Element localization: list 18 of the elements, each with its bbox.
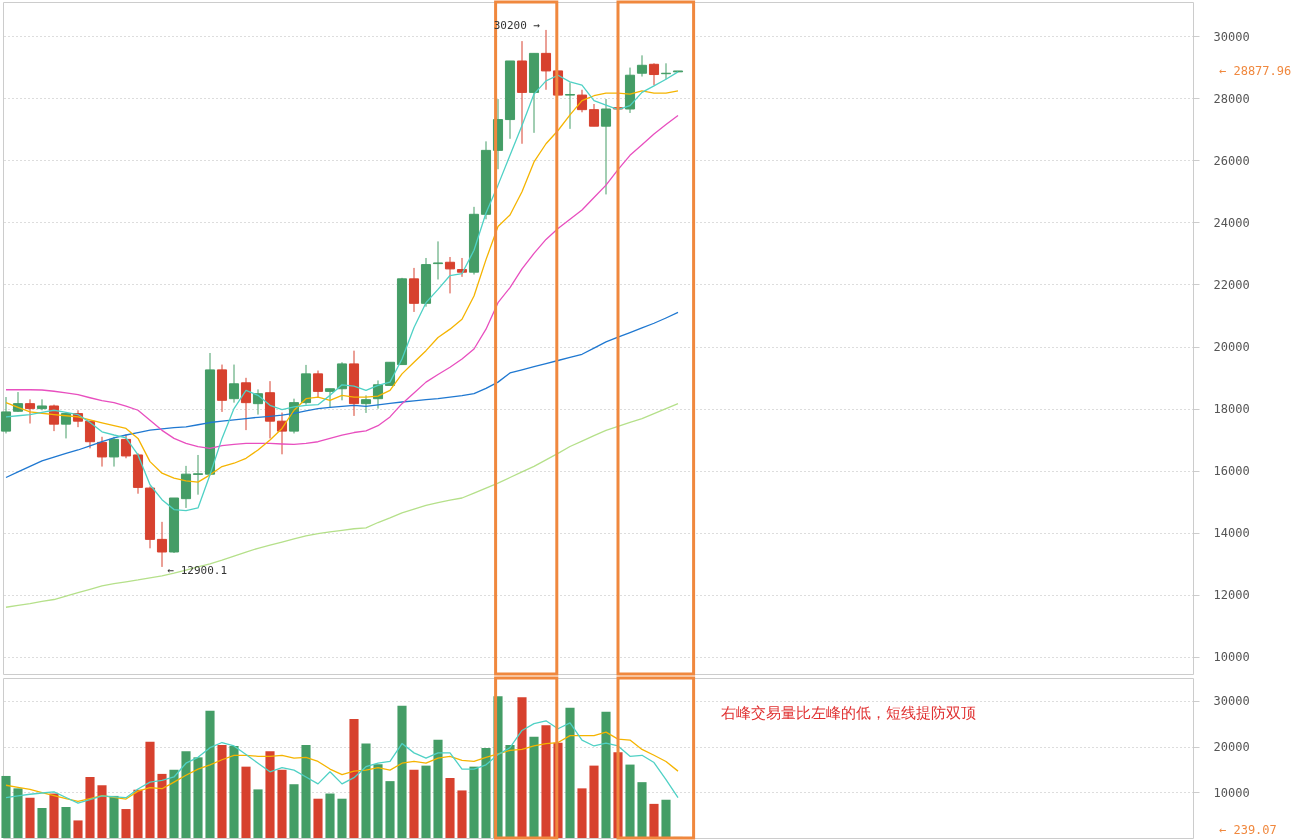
y-tick-label: 20000 [1213, 340, 1250, 355]
text: 右峰交易量比左峰的低，短线提防双顶 [721, 704, 977, 723]
y-tick-label: 12000 [1213, 588, 1250, 603]
y-tick-label: 14000 [1213, 526, 1250, 541]
y-tick-label: 28000 [1213, 91, 1250, 106]
text: ← 28877.96 [1219, 63, 1292, 78]
y-tick-label: 24000 [1213, 215, 1250, 230]
y-tick-label: 10000 [1213, 785, 1250, 800]
y-tick-label: 16000 [1213, 464, 1250, 479]
y-tick-label: 26000 [1213, 153, 1250, 168]
y-tick-label: 20000 [1213, 740, 1250, 755]
y-tick-label: 18000 [1213, 402, 1250, 417]
y-tick-label: 10000 [1213, 650, 1250, 665]
y-tick-label: 30000 [1213, 694, 1250, 709]
y-tick-label: 30000 [1213, 29, 1250, 44]
annotation: ← 12900.1 [167, 563, 228, 577]
y-tick-label: 22000 [1213, 277, 1250, 292]
text: ← 239.07 [1219, 822, 1277, 837]
